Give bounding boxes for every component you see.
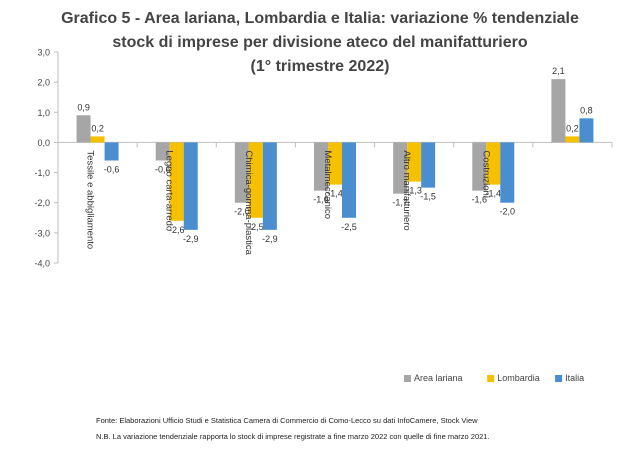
legend-swatch [555,375,563,382]
bar [234,142,249,203]
y-tick-label: 2,0 [37,78,50,88]
bar [565,136,580,143]
data-label: -0,6 [104,165,120,175]
data-label: -1,4 [486,189,502,199]
data-label: 0,8 [580,105,593,115]
bar [486,142,501,185]
bar [248,142,263,218]
bar [328,142,342,185]
y-tick-label: 0,0 [37,138,50,148]
y-tick-label: -3,0 [34,228,50,238]
data-label: -1,4 [327,189,343,199]
chart-title-line-3: (1° trimestre 2022) [250,58,390,75]
data-label: -2,5 [341,222,357,232]
bar [183,142,198,230]
bar [90,136,105,143]
legend-swatch [404,375,411,382]
legend-label: Lombardia [497,373,540,383]
bar [342,142,356,218]
category-label: Metalmeccanico [322,150,333,219]
y-tick-label: -2,0 [34,198,50,208]
data-label: -2,9 [262,234,278,244]
y-tick-label: -4,0 [34,259,50,269]
legend-label: Area lariana [414,373,463,383]
bar [421,142,436,188]
bar [393,142,408,194]
bar [500,142,515,203]
y-tick-label: 3,0 [37,48,50,58]
data-label: -2,6 [169,225,185,235]
data-label: -1,3 [406,186,422,196]
chart-title-line-2: stock di imprese per divisione ateco del… [112,34,528,51]
bar [314,142,328,191]
data-label: -0,6 [155,165,171,175]
chart-title-line-1: Grafico 5 - Area lariana, Lombardia e It… [61,10,579,27]
legend-label: Italia [565,373,584,383]
bar [551,79,566,143]
data-label: -2,0 [500,207,516,217]
bar [262,142,277,230]
bar [155,142,170,161]
data-label: 0,2 [566,123,579,133]
data-label: -1,7 [392,198,408,208]
bar [76,115,91,143]
data-label: 0,2 [91,123,104,133]
legend-swatch [487,375,495,382]
data-label: -2,0 [234,207,250,217]
data-label: -1,6 [313,195,329,205]
bar [104,142,119,161]
category-label: Chimica-gomma-plastica [243,150,254,255]
category-label: Legno carta-arredo [164,150,175,231]
bar [407,142,422,182]
data-label: 2,1 [552,66,565,76]
category-label: Costruzioni [480,150,491,198]
data-label: -2,5 [248,222,264,232]
data-label: -1,6 [472,195,488,205]
data-label: 0,9 [77,102,90,112]
y-tick-label: -1,0 [34,168,50,178]
data-label: -1,5 [420,192,436,202]
data-label: -2,9 [183,234,199,244]
bar [579,118,594,143]
source-note: Fonte: Elaborazioni Ufficio Studi e Stat… [96,416,478,425]
category-label: Tessile e abbigliamento [85,150,96,249]
bar [472,142,487,191]
bar [169,142,184,221]
footnote: N.B. La variazione tendenziale rapporta … [96,432,490,441]
y-tick-label: 1,0 [37,108,50,118]
category-label: Altro manifatturiero [401,150,412,230]
